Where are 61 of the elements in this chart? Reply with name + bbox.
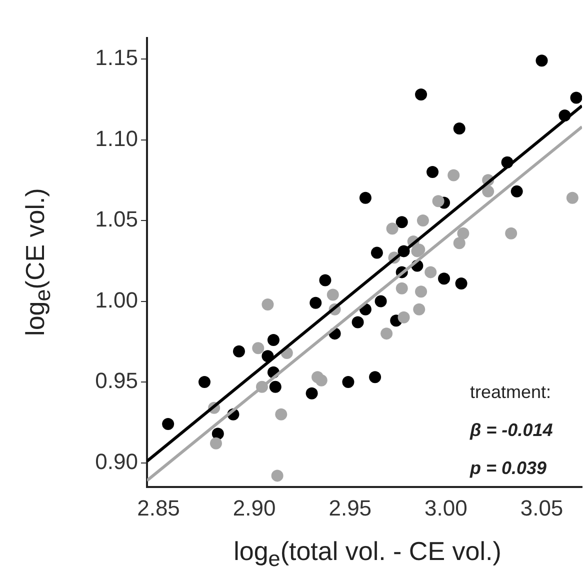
- point: [536, 54, 548, 67]
- point: [342, 376, 354, 388]
- point: [212, 428, 224, 440]
- point: [369, 371, 382, 384]
- point: [398, 311, 410, 324]
- point: [482, 185, 494, 198]
- point: [370, 246, 383, 259]
- point: [396, 282, 408, 294]
- point: [252, 342, 264, 354]
- point: [432, 195, 444, 208]
- point: [352, 316, 364, 328]
- point: [415, 88, 428, 101]
- point: [438, 272, 450, 285]
- point: [306, 387, 318, 400]
- point: [453, 237, 466, 250]
- point: [426, 166, 439, 178]
- point: [415, 286, 428, 298]
- point: [448, 169, 460, 182]
- point: [162, 418, 174, 430]
- point: [319, 274, 332, 286]
- y-tick-label: 1.05: [95, 206, 138, 232]
- point: [380, 328, 393, 340]
- annotation: treatment:: [470, 382, 552, 402]
- y-tick-label: 0.90: [95, 448, 138, 474]
- point: [457, 227, 470, 240]
- point: [315, 374, 328, 386]
- point: [386, 222, 398, 235]
- point: [262, 298, 274, 310]
- point: [413, 303, 426, 316]
- point: [424, 266, 437, 278]
- point: [570, 92, 582, 104]
- point: [374, 295, 387, 308]
- point: [453, 122, 466, 134]
- x-tick-label: 3.00: [424, 495, 468, 520]
- y-tick-label: 1.15: [95, 45, 138, 70]
- point: [326, 288, 339, 301]
- point: [310, 296, 322, 309]
- x-tick-label: 2.85: [137, 495, 180, 520]
- x-axis-title: log$_{e}$(total vol. - CE vol.): [232, 536, 502, 572]
- point: [271, 470, 284, 482]
- point: [566, 192, 578, 204]
- annotation: β = -0.014: [469, 420, 553, 440]
- y-tick-label: 0.95: [95, 368, 138, 394]
- point: [232, 345, 245, 358]
- point: [416, 214, 429, 227]
- point: [359, 192, 372, 204]
- x-tick-label: 2.95: [328, 495, 372, 520]
- point: [267, 334, 280, 346]
- point: [269, 380, 282, 393]
- x-tick-label: 2.90: [232, 495, 276, 520]
- point: [210, 437, 222, 450]
- point: [275, 408, 288, 420]
- point: [505, 227, 518, 240]
- y-tick-label: 1.00: [95, 287, 138, 312]
- annotation: p = 0.039: [469, 458, 547, 478]
- point: [510, 185, 523, 198]
- point: [455, 277, 468, 290]
- point: [396, 216, 408, 228]
- point: [198, 376, 210, 388]
- y-tick-label: 1.10: [95, 126, 138, 151]
- x-tick-label: 3.05: [520, 495, 564, 520]
